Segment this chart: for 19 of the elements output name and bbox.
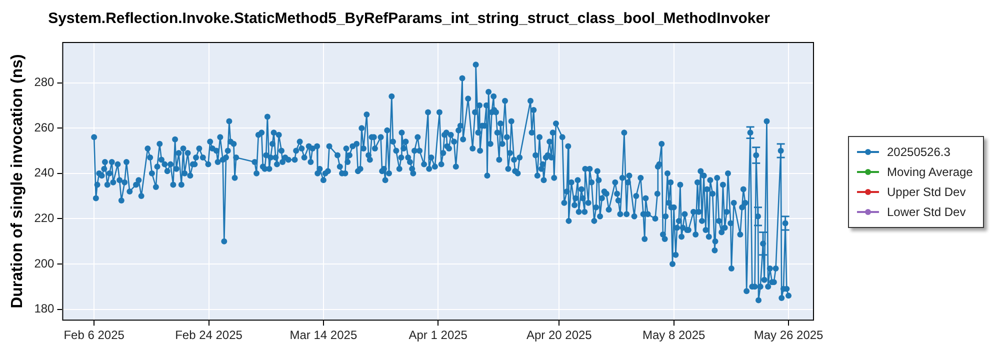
y-tick-label: 220 [34,210,55,225]
chart-title: System.Reflection.Invoke.StaticMethod5_ByRefParams_int_string_struct_class_bool_MethodInvoker [48,10,770,28]
x-tick-label: May 26 2025 [754,328,824,342]
y-tick-label: 200 [34,256,55,270]
y-tick-label: 280 [34,75,55,90]
legend-label: Lower Std Dev [887,205,966,219]
legend-label: Moving Average [887,165,973,179]
x-tick-label: Feb 6 2025 [64,328,125,342]
x-tick-label: May 8 2025 [642,328,706,342]
y-tick-label: 180 [34,302,55,316]
x-tick-label: Apr 20 2025 [526,328,592,342]
y-axis-title: Duration of single invocation (ns) [9,54,26,308]
y-tick-label: 260 [34,120,55,134]
y-tick-label: 240 [34,166,55,180]
x-tick-label: Mar 14 2025 [290,328,358,342]
legend-label: Upper Std Dev [887,185,966,199]
x-tick-label: Feb 24 2025 [175,328,243,342]
legend-label: 20250526.3 [887,145,950,159]
x-tick-label: Apr 1 2025 [408,328,468,342]
